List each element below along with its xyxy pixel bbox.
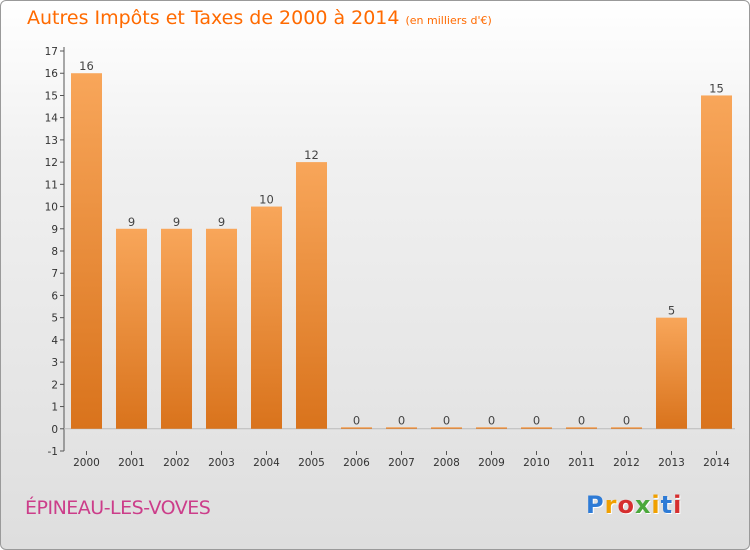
y-tick-label: 12 [45,157,58,169]
x-tick-label: 2011 [568,457,595,469]
y-tick-label: 0 [51,424,58,436]
logo-letter: t [660,491,674,519]
x-tick-label: 2013 [658,457,685,469]
bar-value-label: 0 [623,413,630,427]
bar [611,427,642,429]
x-tick-label: 2014 [703,457,730,469]
logo-letter: x [634,491,652,519]
bar-value-label: 5 [668,304,675,318]
y-tick-label: 6 [51,290,58,302]
chart-title-block: Autres Impôts et Taxes de 2000 à 2014 (en… [27,7,492,29]
bar-value-label: 15 [709,81,724,95]
x-tick-label: 2000 [73,457,100,469]
bar [656,317,687,429]
logo-letter: o [617,491,635,519]
bar-value-label: 0 [533,413,540,427]
x-tick-label: 2008 [433,457,460,469]
chart-unit-label: (en milliers d'€) [405,14,492,27]
bar-value-label: 0 [578,413,585,427]
x-tick-label: 2010 [523,457,550,469]
bar-value-label: 10 [259,193,274,207]
y-tick-label: 4 [51,335,58,347]
y-tick-label: 8 [51,246,58,258]
bar [701,95,732,429]
x-tick-label: 2009 [478,457,505,469]
x-tick-label: 2001 [118,457,145,469]
logo-letter: i [673,491,683,519]
bar [251,206,282,429]
bar-value-label: 12 [304,148,319,162]
bar-value-label: 0 [488,413,495,427]
chart-title: Autres Impôts et Taxes de 2000 à 2014 [27,7,400,29]
bar [341,427,372,429]
bar [476,427,507,429]
y-tick-label: 2 [51,379,58,391]
y-tick-label: 15 [45,90,58,102]
x-tick-label: 2002 [163,457,190,469]
logo-letter: r [604,491,618,519]
bar [386,427,417,429]
y-tick-label: 9 [51,224,58,236]
x-tick-label: 2007 [388,457,415,469]
place-name: ÉPINEAU-LES-VOVES [25,497,211,519]
bar-value-label: 0 [443,413,450,427]
y-tick-label: 3 [51,357,58,369]
bar-value-label: 9 [128,215,135,229]
bar [116,228,147,429]
y-tick-label: 5 [51,313,58,325]
bar [566,427,597,429]
x-tick-label: 2003 [208,457,235,469]
y-tick-label: 13 [45,135,58,147]
proxiti-logo[interactable]: Proxiti [586,491,682,519]
x-tick-label: 2006 [343,457,370,469]
y-tick-label: -1 [48,446,58,458]
y-tick-label: 11 [45,179,58,191]
bar [521,427,552,429]
bar [161,228,192,429]
bar [431,427,462,429]
y-tick-label: 16 [45,68,59,80]
bar-value-label: 9 [218,215,225,229]
logo-letter: i [651,491,661,519]
y-tick-label: 17 [45,46,58,58]
y-tick-label: 1 [51,402,58,414]
y-tick-label: 10 [45,202,58,214]
x-tick-label: 2005 [298,457,325,469]
bar-value-label: 0 [353,413,360,427]
bar [71,73,102,429]
y-tick-label: 7 [51,268,58,280]
bar-value-label: 16 [79,59,94,73]
x-tick-label: 2012 [613,457,640,469]
bar-value-label: 9 [173,215,180,229]
bar-value-label: 0 [398,413,405,427]
x-tick-label: 2004 [253,457,280,469]
bar [296,162,327,429]
bar [206,228,237,429]
logo-letter: P [586,491,605,519]
y-tick-label: 14 [45,113,59,125]
